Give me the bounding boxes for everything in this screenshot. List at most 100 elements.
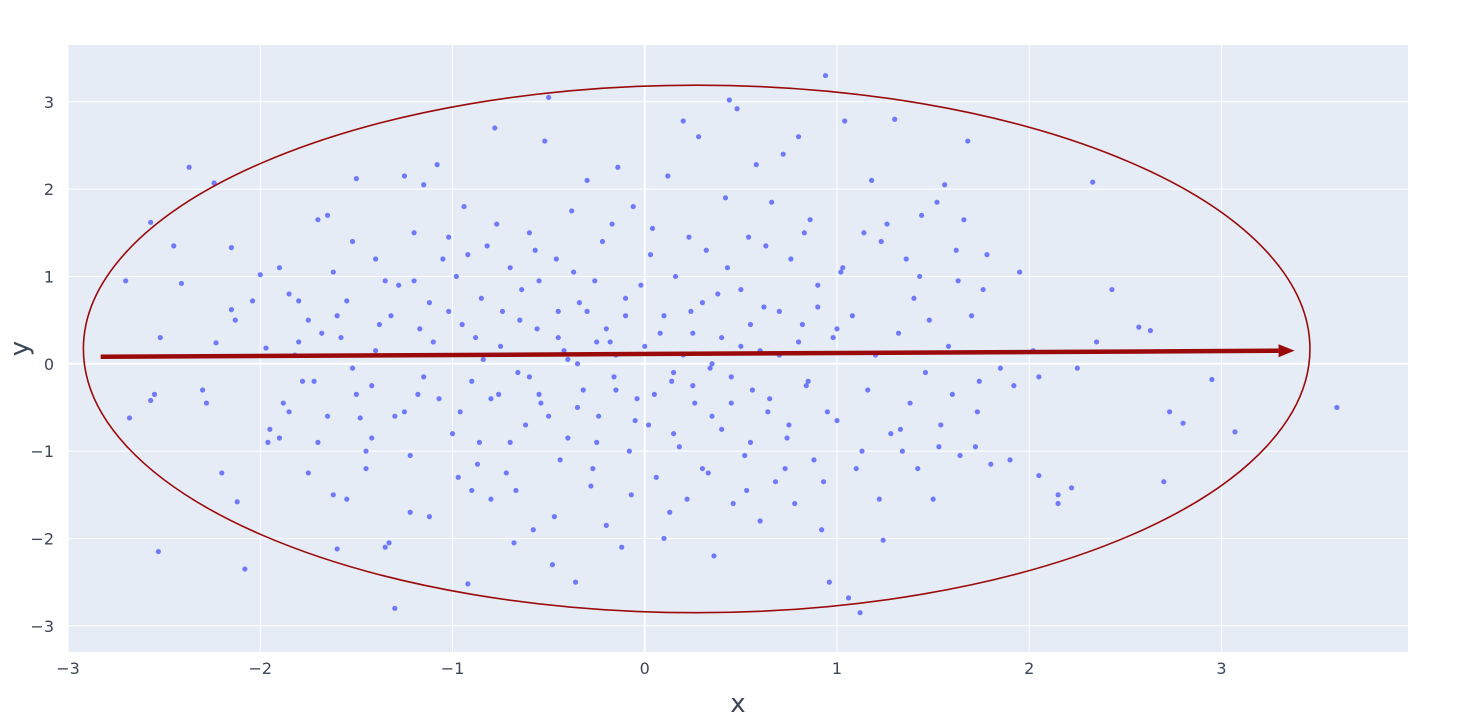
data-point [699,465,706,472]
data-point [742,452,748,459]
data-point [930,496,936,502]
data-point [1334,404,1340,411]
data-point [459,321,465,328]
data-point [613,387,619,393]
data-point [421,374,427,380]
data-point [776,308,782,314]
data-point [919,212,925,218]
data-point [507,439,513,445]
data-point [661,313,667,319]
data-point [786,422,792,428]
data-point [522,422,529,428]
data-point [276,435,283,441]
data-point [319,330,325,336]
data-point [897,426,904,432]
data-point [819,527,825,533]
data-point [465,581,471,587]
data-point [972,444,979,450]
data-point [596,413,602,419]
data-point [955,278,961,284]
data-point [538,400,544,406]
data-point [649,225,656,232]
data-point [834,326,840,332]
data-point [546,413,552,419]
data-point [305,317,311,323]
data-point [536,278,542,284]
data-point [1007,457,1013,463]
data-point [488,396,494,402]
data-point [584,308,590,314]
data-point [711,553,717,559]
data-point [594,339,600,345]
data-point [296,298,302,304]
data-point [382,544,388,550]
data-point [672,273,679,280]
data-point [767,396,773,402]
data-point [632,417,638,424]
data-point [376,321,383,328]
data-point [157,334,163,341]
data-point [492,125,498,131]
data-point [840,265,846,271]
data-point [349,365,356,371]
data-point [938,422,944,428]
data-point [699,300,706,306]
data-point [484,243,490,249]
data-point [534,326,540,332]
data-point [211,180,217,186]
data-point [461,203,467,210]
data-point [440,256,446,262]
data-point [730,500,736,507]
data-point [503,470,509,476]
data-point [676,444,682,450]
data-point [446,308,452,314]
data-point [1180,420,1186,426]
data-point [922,369,929,376]
principal-axis-arrow-shaft [100,348,1279,360]
data-point [171,243,177,249]
data-point [769,199,775,205]
data-point [792,500,798,507]
data-point [126,415,133,421]
data-point [803,383,809,389]
data-point [1109,286,1115,293]
data-point [299,378,306,384]
data-point [1068,485,1075,491]
data-point [782,465,788,472]
data-point [1074,365,1080,371]
data-point [344,298,350,304]
data-point [869,177,875,183]
data-point [757,518,763,524]
data-point [546,94,552,101]
data-point [805,378,811,384]
data-point [722,195,729,201]
data-point [980,286,986,293]
data-point [557,457,563,463]
data-point [974,409,980,415]
data-point [626,448,632,454]
data-point [234,499,240,505]
data-point [615,164,621,170]
data-point [392,413,398,419]
data-point [526,374,533,380]
data-point [549,562,556,568]
data-point [622,313,629,319]
data-point [1093,339,1100,345]
data-point [472,334,479,341]
data-point [826,579,832,585]
y-tick-label: 3 [44,93,54,112]
data-point [667,509,673,515]
data-point [151,391,158,397]
data-point [426,300,433,306]
data-point [719,426,725,432]
data-point [661,535,667,542]
data-point [917,273,923,280]
data-point [199,387,206,393]
data-point [842,118,848,124]
data-point [761,304,767,310]
data-point [276,265,283,271]
data-point [690,383,696,389]
data-point [186,164,192,170]
data-point [576,300,582,306]
